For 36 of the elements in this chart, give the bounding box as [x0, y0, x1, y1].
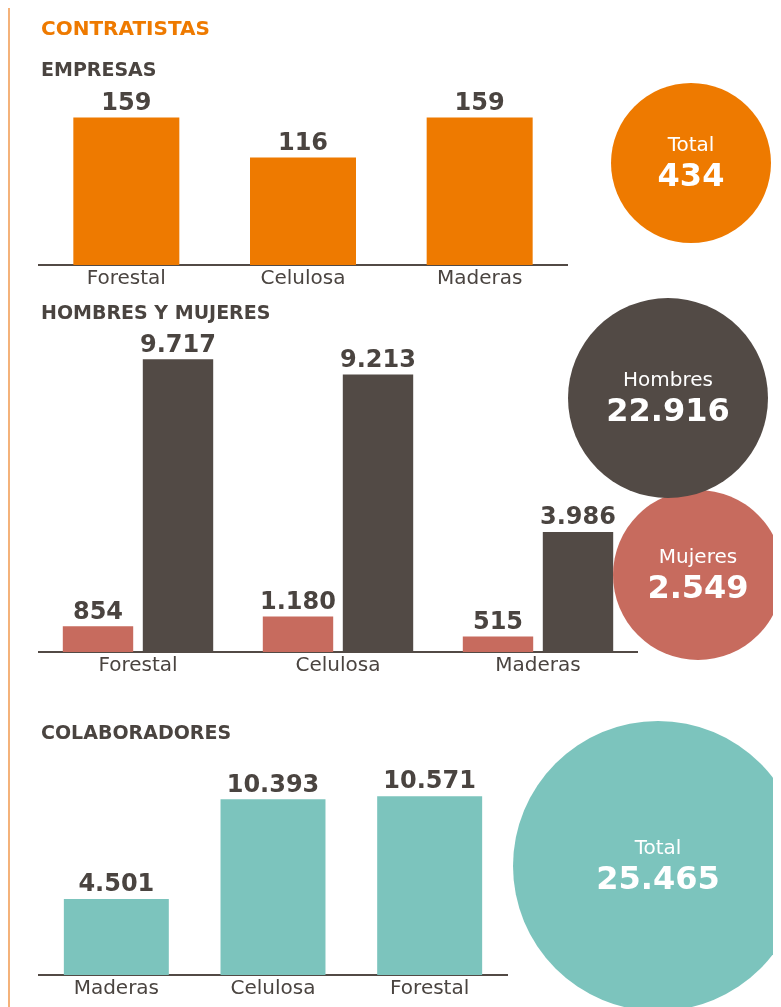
x-tick-label: Maderas [436, 265, 523, 290]
x-tick-label: Celulosa [260, 265, 346, 290]
bar [62, 626, 134, 652]
x-tick-label: Celulosa [230, 975, 316, 1000]
annotation: 22.916 [605, 391, 731, 429]
data-label: 515 [472, 606, 524, 635]
data-label: 1.180 [260, 586, 336, 615]
text: 434 [656, 156, 726, 194]
data-label: 159 [454, 87, 505, 116]
data-label: 159 [101, 87, 152, 116]
text: Hombres [622, 367, 714, 391]
text: 25.465 [595, 859, 721, 897]
text: Total [633, 835, 683, 859]
chart-subtitle: EMPRESAS [41, 58, 157, 80]
x-tick-label: Maderas [73, 975, 160, 1000]
text: Total [666, 132, 716, 156]
data-label: 116 [277, 127, 329, 156]
data-label: 3.986 [540, 502, 616, 531]
data-label: 4.501 [78, 869, 155, 898]
x-tick-label: Celulosa [295, 652, 381, 677]
x-tick-label: Forestal [86, 265, 166, 290]
chart-title: HOMBRES Y MUJERES [41, 301, 271, 323]
bar [262, 616, 334, 652]
data-label: 9.213 [340, 344, 416, 373]
bar [462, 636, 534, 652]
data-label: 10.571 [383, 766, 476, 795]
x-tick-label: Forestal [98, 652, 178, 677]
data-label: 9.717 [140, 329, 216, 358]
data-label: 854 [72, 596, 124, 625]
chart-title: CONTRATISTAS [41, 16, 210, 40]
chart-title: COLABORADORES [41, 721, 232, 743]
text: Mujeres [657, 544, 739, 568]
data-label: 10.393 [226, 769, 320, 798]
text: 2.549 [646, 568, 750, 606]
x-tick-label: Maderas [495, 652, 581, 677]
x-tick-label: Forestal [390, 975, 470, 1000]
